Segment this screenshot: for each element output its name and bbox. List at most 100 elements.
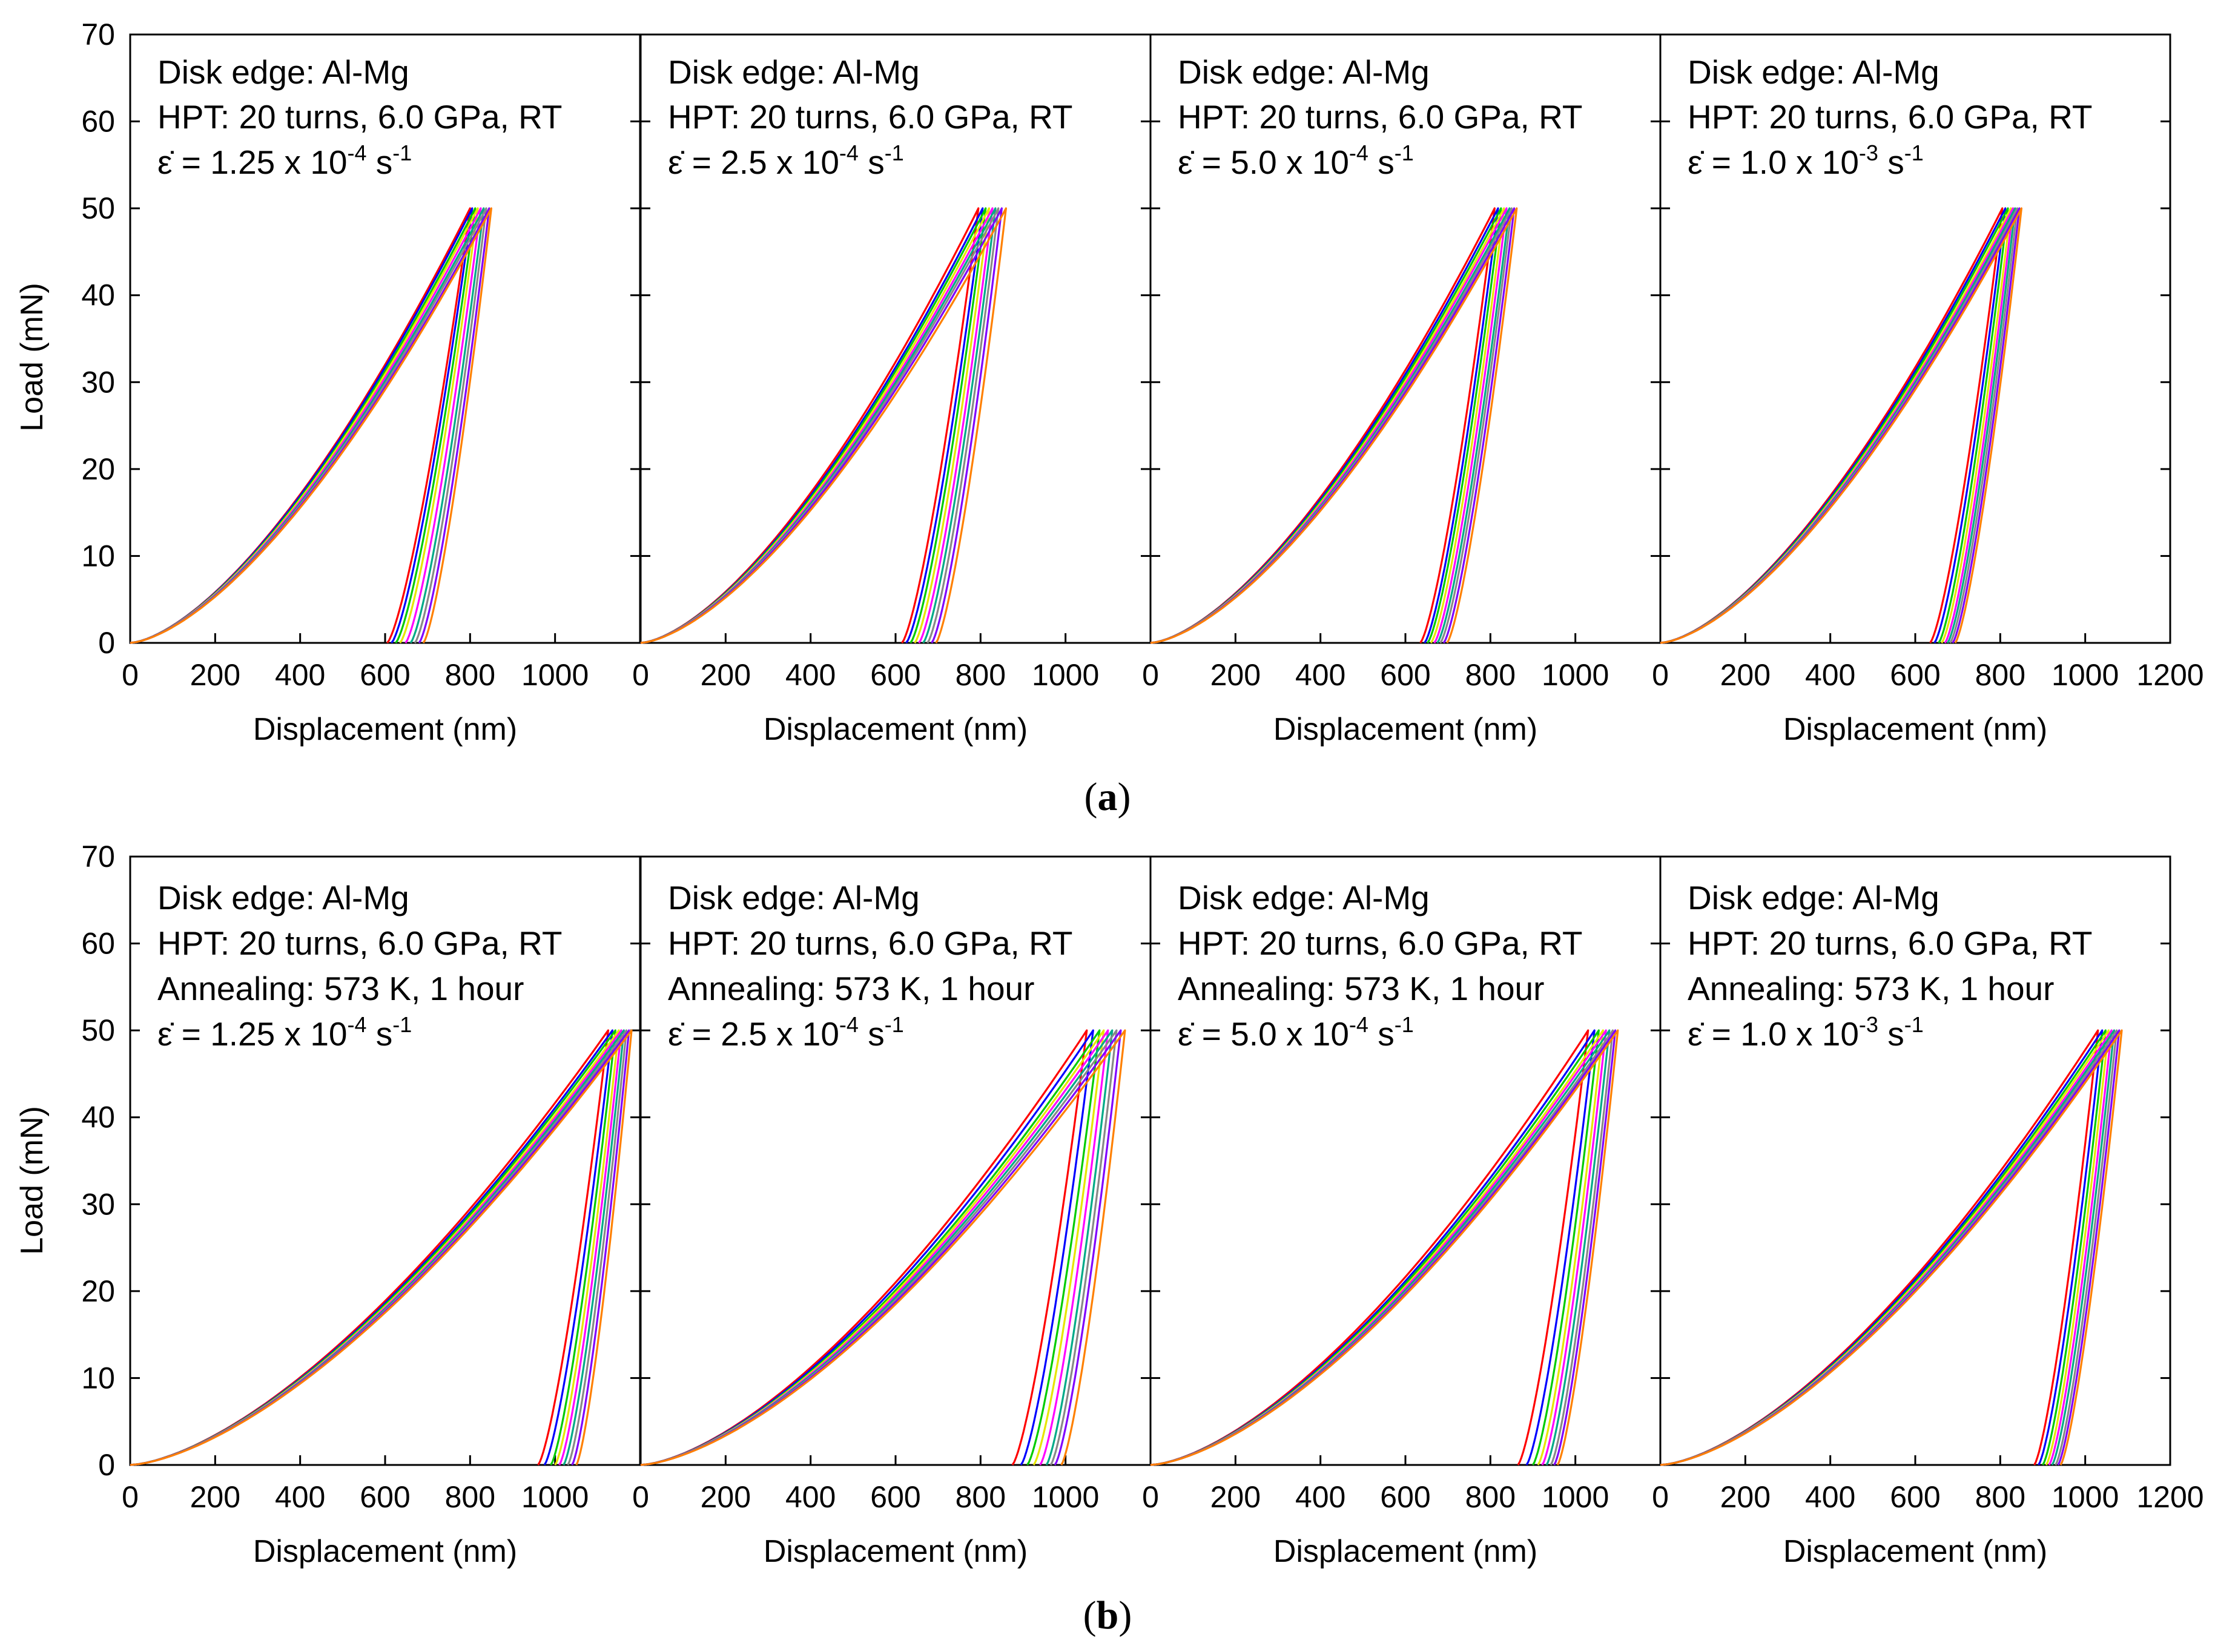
panel-4-ytick-label-5: 50 xyxy=(81,1013,115,1047)
row-a-ylabel: Load (mN) xyxy=(15,283,50,432)
panel-4-ytick-label-7: 70 xyxy=(81,840,115,874)
row-b-ylabel: Load (mN) xyxy=(15,1106,50,1255)
panel-2-strain-rate-part-0: ε̇ xyxy=(1178,143,1195,181)
panel-3-strain-rate-part-1: = 1.0 x 10 xyxy=(1703,143,1859,181)
panel-3-strain-rate-part-0: ε̇ xyxy=(1688,143,1705,181)
row-a: Load (mN) 0 10 20 30 40 50 60 70 0 200 400 600 800 10… xyxy=(15,18,2204,819)
panel-3-xtick-label-3: 600 xyxy=(1890,658,1940,692)
panel-7-strain-rate-part-1: = 1.0 x 10 xyxy=(1703,1015,1859,1053)
panel-4-strain-rate: ε̇ = 1.25 x 10-4 s-1 xyxy=(157,1012,412,1053)
panel-2-xtick-label-5: 1000 xyxy=(1542,658,1609,692)
panel-0-strain-rate-part-4: -1 xyxy=(392,140,412,165)
panel-2-strain-rate-part-1: = 5.0 x 10 xyxy=(1193,143,1349,181)
panel-7-strain-rate-part-2: -3 xyxy=(1859,1012,1878,1037)
panel-5-xtick-label-0: 0 xyxy=(632,1480,649,1514)
panel-4-xtick-label-4: 800 xyxy=(445,1480,495,1514)
panel-0-xtick-label-3: 600 xyxy=(360,658,410,692)
panel-0-ytick-label-2: 20 xyxy=(81,452,115,486)
panel-6-strain-rate: ε̇ = 5.0 x 10-4 s-1 xyxy=(1178,1012,1414,1053)
panel-6-strain-rate-part-4: -1 xyxy=(1395,1012,1414,1037)
panel-7-xtick-label-2: 400 xyxy=(1805,1480,1855,1514)
panel-5-xlabel: Displacement (nm) xyxy=(764,1534,1028,1569)
panel-4-xtick-label-3: 600 xyxy=(360,1480,410,1514)
panel-6-curve-8 xyxy=(1150,1029,1619,1466)
panel-3-xtick-label-5: 1000 xyxy=(2052,658,2119,692)
panel-7-xtick-label-3: 600 xyxy=(1890,1480,1940,1514)
panel-3-xtick-label-4: 800 xyxy=(1975,658,2025,692)
panel-5-xtick-label-5: 1000 xyxy=(1032,1480,1099,1514)
panel-0-ytick-label-7: 70 xyxy=(81,18,115,51)
panel-5-strain-rate-part-0: ε̇ xyxy=(668,1015,685,1053)
panel-b4: 0 200 400 600 800 1000 1200 Displacement (nm) Di… xyxy=(1652,855,2204,1569)
panel-5-annotation-1: HPT: 20 turns, 6.0 GPa, RT xyxy=(668,924,1072,962)
panel-1-xtick-label-3: 600 xyxy=(870,658,920,692)
panel-5-curve-1 xyxy=(640,1029,1094,1466)
panel-4-strain-rate-part-0: ε̇ xyxy=(157,1015,174,1053)
panel-6-strain-rate-part-2: -4 xyxy=(1349,1012,1368,1037)
panel-6-annotation-1: HPT: 20 turns, 6.0 GPa, RT xyxy=(1178,924,1582,962)
panel-0-strain-rate-part-0: ε̇ xyxy=(157,143,174,181)
panel-1-xtick-label-0: 0 xyxy=(632,658,649,692)
panel-6-strain-rate-part-1: = 5.0 x 10 xyxy=(1193,1015,1349,1053)
panel-7-annotation-0: Disk edge: Al-Mg xyxy=(1688,879,1939,916)
panel-4-xtick-label-5: 1000 xyxy=(521,1480,589,1514)
panel-5-xtick-label-2: 400 xyxy=(785,1480,836,1514)
panel-3-strain-rate-part-4: -1 xyxy=(1904,140,1924,165)
panel-0-annotation-0: Disk edge: Al-Mg xyxy=(157,53,409,91)
panel-4-ytick-label-2: 20 xyxy=(81,1274,115,1308)
panel-a1: 0 10 20 30 40 50 60 70 0 200 400 600 800 1000Displace… xyxy=(81,18,641,747)
panel-1-strain-rate-part-3: s xyxy=(859,143,885,181)
panel-1-xtick-label-4: 800 xyxy=(956,658,1006,692)
row-a-label-close: ) xyxy=(1118,775,1131,819)
panel-0-curve-8 xyxy=(130,207,492,644)
panel-3-annotation-0: Disk edge: Al-Mg xyxy=(1688,53,1939,91)
panel-6-xtick-label-3: 600 xyxy=(1380,1480,1430,1514)
panel-6-xtick-label-1: 200 xyxy=(1210,1480,1261,1514)
panel-2-xtick-label-1: 200 xyxy=(1210,658,1261,692)
panel-7-strain-rate: ε̇ = 1.0 x 10-3 s-1 xyxy=(1688,1012,1924,1053)
panel-0-xtick-label-5: 1000 xyxy=(521,658,589,692)
panel-5-strain-rate-part-1: = 2.5 x 10 xyxy=(683,1015,839,1053)
panel-6-strain-rate-part-3: s xyxy=(1368,1015,1395,1053)
panel-7-strain-rate-part-4: -1 xyxy=(1904,1012,1924,1037)
panel-7-xtick-label-6: 1200 xyxy=(2136,1480,2203,1514)
panel-2-strain-rate: ε̇ = 5.0 x 10-4 s-1 xyxy=(1178,140,1414,181)
panel-2-annotation-1: HPT: 20 turns, 6.0 GPa, RT xyxy=(1178,98,1582,136)
panel-7-xtick-label-1: 200 xyxy=(1720,1480,1771,1514)
panel-0-xtick-label-1: 200 xyxy=(190,658,240,692)
panel-3-annotation-1: HPT: 20 turns, 6.0 GPa, RT xyxy=(1688,98,2092,136)
row-a-label-open: ( xyxy=(1084,775,1098,819)
panel-5-annotation-2: Annealing: 573 K, 1 hour xyxy=(668,970,1034,1007)
panel-1-xtick-label-1: 200 xyxy=(701,658,751,692)
panel-1-annotation-1: HPT: 20 turns, 6.0 GPa, RT xyxy=(668,98,1072,136)
panel-5-xtick-label-4: 800 xyxy=(956,1480,1006,1514)
panel-1-xtick-label-5: 1000 xyxy=(1032,658,1099,692)
panel-1-annotation-0: Disk edge: Al-Mg xyxy=(668,53,920,91)
panel-4-ytick-label-3: 30 xyxy=(81,1187,115,1221)
panel-4-xtick-label-0: 0 xyxy=(122,1480,139,1514)
panel-4-strain-rate-part-3: s xyxy=(367,1015,393,1053)
panel-4-ytick-label-1: 10 xyxy=(81,1361,115,1395)
panel-7-annotation-1: HPT: 20 turns, 6.0 GPa, RT xyxy=(1688,924,2092,962)
panel-2-xtick-label-3: 600 xyxy=(1380,658,1430,692)
panel-5-strain-rate-part-2: -4 xyxy=(839,1012,859,1037)
panel-5-annotation-0: Disk edge: Al-Mg xyxy=(668,879,920,916)
panel-4-annotation-2: Annealing: 573 K, 1 hour xyxy=(157,970,524,1007)
panel-0-annotation-1: HPT: 20 turns, 6.0 GPa, RT xyxy=(157,98,562,136)
row-b-label-open: ( xyxy=(1083,1593,1097,1637)
panel-0-ytick-label-6: 60 xyxy=(81,105,115,139)
panel-6-xlabel: Displacement (nm) xyxy=(1273,1534,1537,1569)
panel-0-strain-rate-part-3: s xyxy=(367,143,393,181)
panel-1-xtick-label-2: 400 xyxy=(785,658,836,692)
panel-7-curve-8 xyxy=(1660,1029,2123,1466)
row-b-label-close: ) xyxy=(1118,1593,1132,1637)
panel-0-ytick-label-4: 40 xyxy=(81,278,115,312)
panel-0-xtick-label-2: 400 xyxy=(275,658,325,692)
panel-0-ytick-label-1: 10 xyxy=(81,539,115,573)
panel-4-curve-8 xyxy=(130,1029,633,1466)
panel-6-curve-0 xyxy=(1150,1029,1589,1466)
